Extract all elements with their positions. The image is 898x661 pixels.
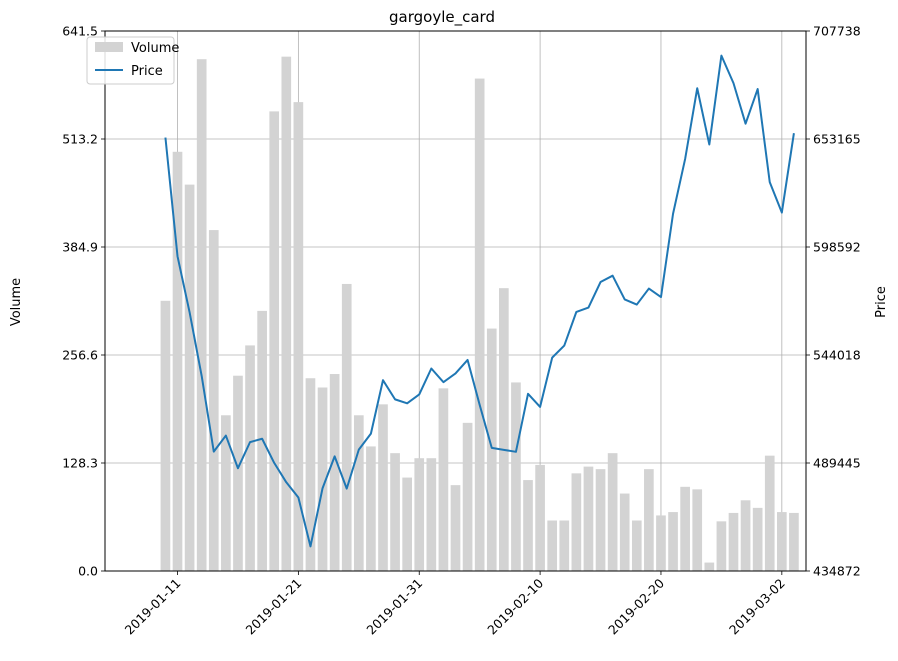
volume-bar [583,466,594,571]
volume-bar [692,489,703,571]
volume-bar [269,111,280,571]
volume-bar [414,458,425,571]
volume-bar [607,453,618,571]
volume-bar [462,422,473,571]
y-right-tick-label: 653165 [813,132,861,147]
y-left-axis-title: Volume [9,278,24,326]
legend-price-label: Price [131,64,163,79]
y-left-tick-label: 513.2 [62,132,98,147]
volume-bar [426,458,437,571]
volume-bar [160,300,171,571]
volume-bar [571,473,582,571]
volume-bar [511,382,521,571]
y-right-axis-title: Price [874,286,889,318]
volume-bar [631,520,642,571]
volume-bar [499,288,509,571]
volume-bar [740,500,751,571]
volume-bar [644,469,654,571]
volume-bar [184,184,195,571]
y-left-tick-label: 384.9 [62,240,98,255]
volume-bar [378,404,388,571]
volume-bar [716,521,727,571]
chart-title: gargoyle_card [389,8,495,27]
volume-bar [281,56,292,572]
volume-bar [172,151,183,571]
volume-bar [523,480,533,571]
volume-bar [305,378,316,571]
volume-bar [486,328,497,571]
volume-bar [341,283,352,571]
volume-bar [402,477,412,571]
plot-frame [104,30,807,572]
volume-bar [317,387,328,571]
volume-bar [293,102,304,572]
volume-bar [221,415,231,571]
volume-bars [160,56,799,572]
volume-bar [353,415,364,571]
volume-bar [595,469,606,571]
volume-bar [233,375,243,571]
volume-bar [450,485,461,571]
price-line-group [164,54,795,548]
volume-bar [196,59,207,572]
plot-border [104,30,807,572]
volume-bar [764,455,775,571]
volume-bar [547,520,558,571]
y-right-tick-label: 707738 [813,24,861,39]
volume-bar [390,453,400,571]
volume-bar [559,520,570,571]
y-left-tick-label: 0.0 [78,564,98,579]
volume-bar [789,512,799,571]
y-right-tick-label: 434872 [813,564,861,579]
volume-bar [366,446,376,571]
volume-bar [680,486,690,571]
volume-bar [208,230,219,572]
y-right-tick-label: 598592 [813,240,861,255]
volume-bar [656,515,666,571]
legend-volume-label: Volume [131,41,179,56]
y-right-tick-label: 489445 [813,456,861,471]
y-left-tick-label: 641.5 [62,24,98,39]
volume-bar [728,512,739,571]
volume-bar [474,78,485,572]
volume-bar [329,374,340,571]
y-left-tick-label: 256.6 [62,348,98,363]
volume-bar [668,512,678,571]
volume-bar [535,464,545,571]
volume-bar [752,507,763,571]
legend-volume-swatch [95,42,123,52]
volume-bar [704,562,715,571]
legend: Volume Price [86,36,179,85]
price-line [164,54,795,548]
volume-bar [776,512,787,571]
y-left-tick-label: 128.3 [62,456,98,471]
y-right-tick-label: 544018 [813,348,861,363]
volume-bar [245,345,255,571]
volume-bar [619,493,630,571]
volume-bar [438,388,449,571]
